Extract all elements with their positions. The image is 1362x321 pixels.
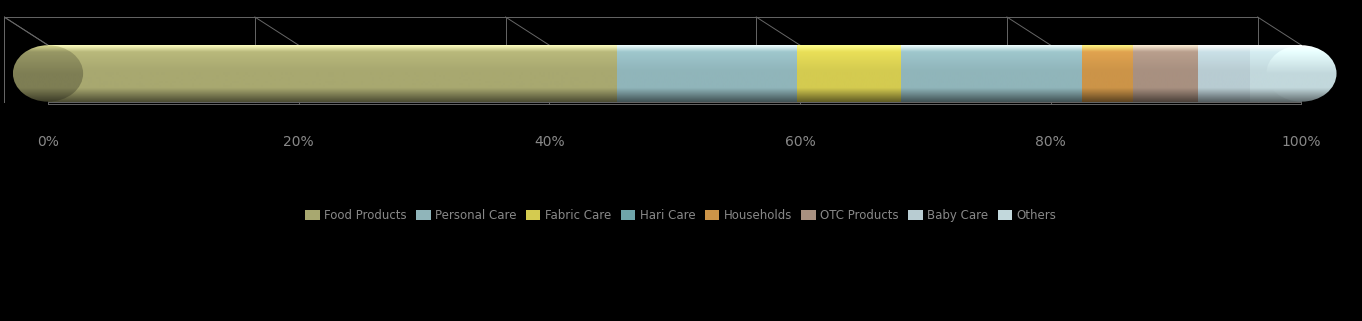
Legend: Food Products, Personal Care, Fabric Care, Hari Care, Households, OTC Products, : Food Products, Personal Care, Fabric Car… <box>305 209 1057 222</box>
